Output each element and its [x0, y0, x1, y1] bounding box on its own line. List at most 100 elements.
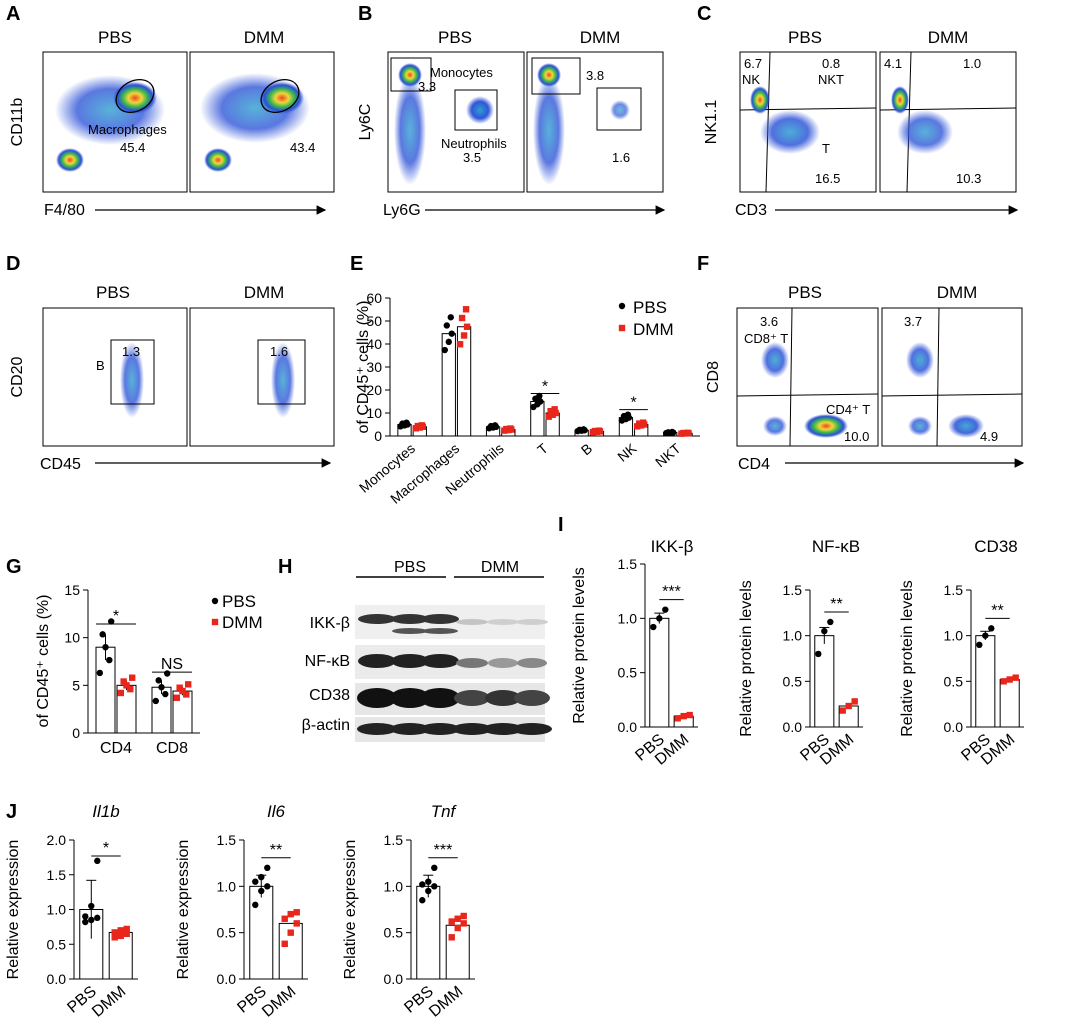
a-dmm-gate	[260, 78, 300, 114]
b-dmm-plot	[526, 51, 664, 193]
c-x-label: CD3	[735, 202, 767, 219]
f-pbs-cd4: 10.0	[844, 429, 869, 444]
g-y-tick-label: 5	[72, 677, 80, 693]
f-dmm-cd8-pop	[906, 342, 934, 378]
c-y-label: NK1.1	[703, 100, 720, 145]
i-cd38-y-tick-label: 0.5	[944, 673, 964, 689]
d-x-label: CD45	[40, 456, 81, 473]
i-nf-b-y-tick-label: 1.0	[783, 628, 803, 644]
h-band-ikkb-3	[421, 614, 459, 624]
e-point-pbs	[580, 426, 587, 433]
j-il6-y-tick-label: 0.5	[217, 925, 237, 941]
b-y-label: Ly6C	[357, 104, 374, 141]
c-nk-name: NK	[742, 72, 760, 87]
g-y-label: of CD45⁺ cells (%)	[35, 595, 52, 728]
f-pbs-cd4-pop	[804, 414, 848, 438]
g-point-pbs	[96, 669, 104, 677]
h-band-ikkb-2	[391, 614, 429, 624]
e-x-tick-label: B	[578, 440, 595, 458]
j-tnf-y-tick-label: 1.0	[384, 878, 404, 894]
g-sig-label: *	[113, 608, 119, 625]
h-bands	[357, 614, 552, 735]
j-il1b-point-dmm	[111, 929, 118, 936]
j-tnf-point-pbs	[419, 881, 426, 888]
panel-letter-i: I	[558, 514, 564, 536]
j-il6-point-pbs	[252, 901, 259, 909]
g-point-pbs	[158, 684, 165, 691]
e-point-dmm	[547, 407, 554, 415]
d-pbs-pop	[120, 342, 144, 418]
i-cd38-y-tick-label: 1.0	[944, 628, 964, 644]
b-pbs-plot	[387, 51, 525, 193]
i-nf-b-y-tick-label: 1.5	[783, 582, 803, 598]
i-nf-b-y-tick-label: 0.0	[783, 719, 803, 735]
j-tnf-y-label: Relative expression	[342, 840, 359, 980]
j-il1b-point-pbs	[88, 916, 95, 924]
i-nf-b-point-pbs	[815, 650, 822, 658]
j-il1b-point-pbs	[82, 913, 89, 920]
d-dmm-pop	[271, 342, 295, 418]
c-dmm-nk: 4.1	[884, 56, 902, 71]
j-tnf-point-pbs	[431, 864, 438, 871]
i-cd38-point-dmm	[1012, 674, 1019, 681]
d-pbs-gate	[110, 339, 155, 405]
j-il1b-point-dmm	[123, 930, 130, 938]
b-pbs-g2: 3.5	[463, 150, 481, 165]
e-point-dmm	[595, 427, 603, 434]
i-nf-b-point-pbs	[827, 618, 834, 626]
b-dmm-mono-pop	[537, 63, 561, 87]
b-dmm-neut-pop	[610, 100, 630, 120]
i-ikk--point-dmm	[686, 711, 693, 719]
chart-g: 0 5 10 15 of CD45⁺ cells (%) CD4 * CD8 NS PBS DMM	[35, 582, 263, 757]
h-label-bactin: β-actin	[302, 717, 350, 734]
e-point-pbs	[448, 330, 455, 337]
j-il1b-y-tick-label: 1.5	[47, 867, 67, 883]
i-nf-b-point-dmm	[839, 707, 846, 714]
j-il1b-y-tick-label: 2.0	[47, 832, 67, 848]
h-band-ikkb-3b	[422, 628, 458, 634]
j-il6-bar-pbs	[249, 885, 274, 980]
j-tnf-title: Tnf	[431, 802, 458, 821]
i-ikk--point-dmm	[674, 715, 681, 722]
i-ikk--y-tick-label: 1.5	[618, 556, 638, 572]
h-band-nfkb-5	[488, 658, 518, 668]
e-point-pbs	[537, 398, 544, 405]
e-y-tick-label: 50	[366, 313, 382, 329]
j-il6-point-pbs	[252, 878, 259, 885]
a-pbs-plot	[42, 51, 188, 193]
e-sig-label: *	[630, 395, 636, 412]
e-y-tick-label: 20	[366, 382, 382, 398]
a-gate-name: Macrophages	[88, 122, 167, 137]
b-pbs-neut-pop	[466, 96, 494, 124]
j-il1b-point-pbs	[82, 918, 89, 926]
g-legend-pbs-marker	[211, 597, 219, 605]
d-dmm-gate	[257, 339, 306, 405]
j-il6-point-dmm	[293, 909, 300, 916]
g-point-dmm	[129, 674, 136, 681]
j-tnf-y-tick-label: 0.0	[384, 971, 404, 987]
i-ikk--y-tick-label: 0.0	[618, 719, 638, 735]
i-ikk--point-pbs	[650, 623, 657, 631]
g-point-pbs	[102, 644, 109, 651]
panel-f: PBS DMM 3.6 CD8⁺ T CD4⁺ T 10.0 3.7 4.9 C…	[705, 283, 1025, 473]
h-band-nfkb-4	[456, 658, 488, 668]
e-point-dmm	[414, 422, 421, 430]
f-x-label: CD4	[738, 456, 770, 473]
j-il6-point-pbs	[264, 883, 271, 890]
a-y-label: CD11b	[9, 98, 26, 147]
j-il1b-point-dmm	[123, 925, 130, 933]
d-dmm-header: DMM	[244, 283, 285, 302]
i-cd38-y-tick-label: 0.0	[944, 719, 964, 735]
f-pbs-cd8-pop	[761, 342, 789, 378]
j-il6-point-pbs	[258, 873, 265, 881]
h-band-cd38-6	[514, 690, 550, 706]
chart-i-ikk-: 0.0 0.5 1.0 1.5 IKK-β Relative protein levels…	[571, 537, 698, 769]
a-pbs-low-pop	[56, 148, 84, 172]
h-band-nfkb-6	[517, 658, 547, 668]
j-tnf-sig-label: ***	[434, 842, 453, 859]
h-band-bactin-1	[357, 723, 397, 735]
j-il1b-y-tick-label: 0.0	[47, 971, 67, 987]
j-tnf-point-pbs	[419, 897, 426, 904]
